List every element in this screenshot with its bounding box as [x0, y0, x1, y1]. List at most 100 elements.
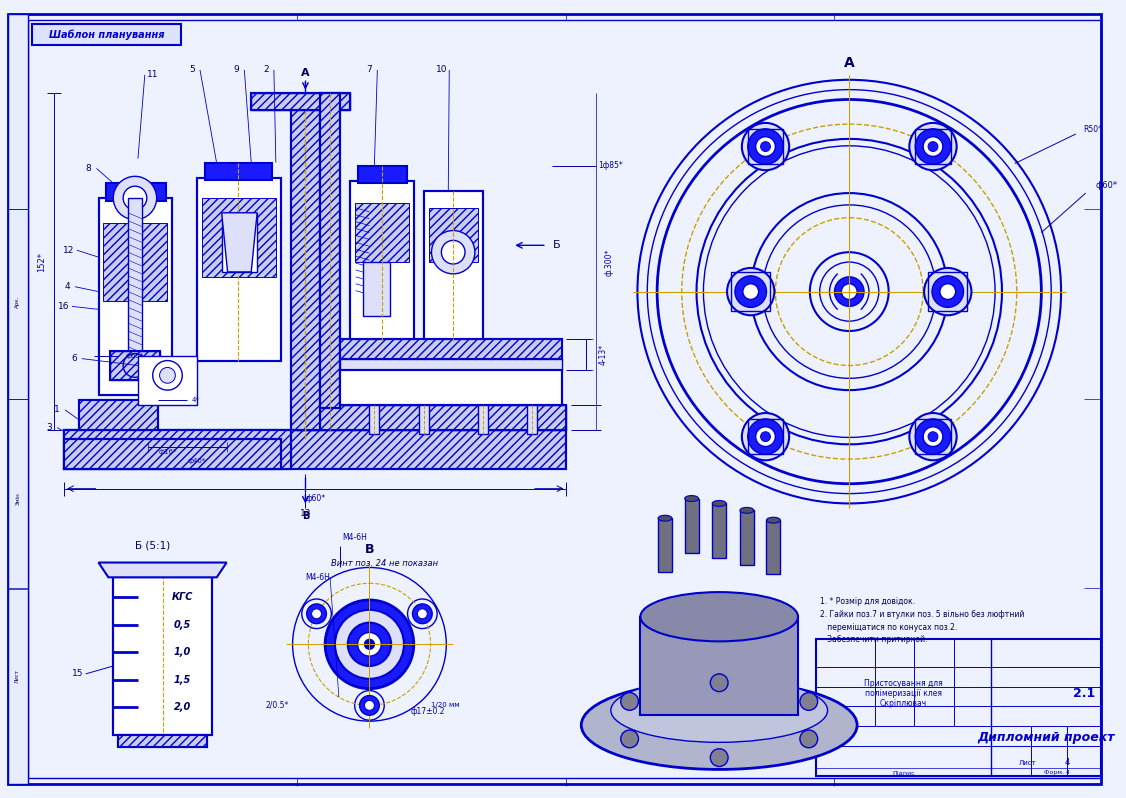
Bar: [110, 351, 160, 381]
Text: А: А: [301, 68, 310, 78]
Bar: [320, 93, 340, 408]
Bar: [251, 93, 350, 110]
Text: Винт поз. 24 не показан: Винт поз. 24 не показан: [331, 559, 438, 568]
Bar: [118, 735, 207, 747]
Bar: [340, 339, 562, 358]
Bar: [340, 339, 562, 358]
Bar: [110, 351, 160, 381]
Bar: [114, 577, 212, 735]
Bar: [350, 181, 413, 339]
Bar: [251, 93, 350, 110]
Bar: [104, 223, 168, 302]
Bar: [295, 405, 566, 429]
Text: 6: 6: [71, 354, 77, 363]
Circle shape: [742, 123, 789, 170]
Text: 7: 7: [367, 65, 373, 74]
Bar: [98, 198, 172, 395]
Bar: [98, 198, 172, 395]
Bar: [363, 262, 390, 316]
Bar: [197, 178, 280, 361]
Text: Забезпечити притиркой.: Забезпечити притиркой.: [820, 635, 927, 645]
Text: ф65*: ф65*: [126, 353, 144, 358]
Bar: [291, 95, 320, 429]
Ellipse shape: [658, 516, 672, 521]
Ellipse shape: [685, 496, 698, 501]
Text: 1: 1: [54, 405, 60, 414]
Bar: [202, 198, 276, 277]
Text: ф60*: ф60*: [1096, 180, 1118, 190]
Circle shape: [760, 432, 770, 441]
Bar: [106, 184, 166, 201]
Circle shape: [756, 427, 776, 447]
Circle shape: [114, 176, 157, 219]
Circle shape: [358, 633, 382, 656]
Text: 2: 2: [263, 65, 269, 74]
Text: Змін: Змін: [16, 492, 20, 505]
Text: 13: 13: [300, 509, 311, 518]
Circle shape: [312, 609, 322, 618]
Circle shape: [910, 413, 957, 460]
Bar: [64, 429, 291, 469]
Circle shape: [923, 136, 942, 156]
Polygon shape: [222, 213, 257, 272]
Bar: [423, 191, 483, 339]
Bar: [740, 511, 753, 564]
Bar: [748, 419, 784, 454]
Bar: [419, 405, 429, 434]
Bar: [527, 405, 537, 434]
Text: 1. * Розмір для довідок.: 1. * Розмір для довідок.: [820, 597, 914, 606]
Bar: [8, 14, 27, 784]
Circle shape: [799, 693, 817, 710]
Circle shape: [334, 610, 404, 679]
Text: Пристосування для
полімеризації клея
Скріплювач: Пристосування для полімеризації клея Скр…: [864, 678, 942, 709]
Text: Б: Б: [553, 240, 561, 251]
Text: Форм. 4: Форм. 4: [1044, 770, 1070, 775]
Polygon shape: [98, 563, 226, 577]
Circle shape: [348, 622, 391, 666]
Circle shape: [711, 674, 729, 692]
Circle shape: [748, 128, 784, 164]
Text: М4-6Н: М4-6Н: [305, 573, 330, 582]
Text: Б (5:1): Б (5:1): [135, 541, 170, 551]
Text: 11: 11: [148, 70, 159, 79]
Circle shape: [431, 231, 475, 274]
Bar: [915, 419, 950, 454]
Circle shape: [799, 730, 817, 748]
Bar: [369, 405, 379, 434]
Circle shape: [306, 604, 327, 623]
Text: 4: 4: [64, 282, 70, 291]
Bar: [423, 191, 483, 339]
Circle shape: [756, 136, 776, 156]
Text: 15: 15: [72, 670, 83, 678]
Ellipse shape: [713, 500, 726, 507]
Bar: [64, 440, 280, 469]
Text: 1/20 мм: 1/20 мм: [430, 702, 459, 709]
Bar: [915, 128, 950, 164]
Circle shape: [711, 749, 729, 767]
Text: 1,0: 1,0: [173, 647, 191, 658]
Bar: [114, 577, 212, 735]
Text: Дипломний проект: Дипломний проект: [977, 732, 1115, 745]
Text: 4: 4: [1064, 758, 1070, 767]
Text: 4-13*: 4-13*: [598, 344, 607, 365]
Bar: [350, 181, 413, 339]
Ellipse shape: [641, 592, 798, 642]
Ellipse shape: [767, 517, 780, 523]
Circle shape: [834, 277, 864, 306]
Text: 8: 8: [86, 164, 91, 173]
Circle shape: [915, 128, 950, 164]
Circle shape: [760, 141, 770, 152]
Bar: [340, 339, 562, 358]
Bar: [205, 163, 271, 180]
Text: 16: 16: [59, 302, 70, 311]
Text: Шаблон планування: Шаблон планування: [48, 30, 164, 40]
Bar: [32, 24, 181, 45]
Text: КГС: КГС: [171, 592, 193, 602]
Bar: [295, 405, 566, 429]
Text: 3: 3: [46, 423, 52, 432]
Bar: [64, 440, 280, 469]
Circle shape: [365, 701, 374, 710]
Bar: [118, 735, 207, 747]
Bar: [251, 93, 350, 110]
Circle shape: [441, 240, 465, 264]
